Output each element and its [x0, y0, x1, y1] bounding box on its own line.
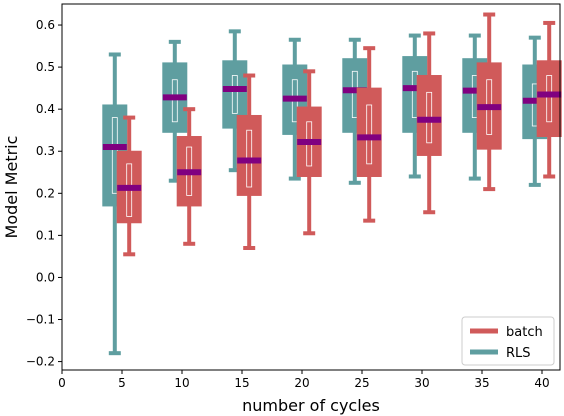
box-batch-40	[536, 20, 562, 179]
y-axis-ticks: −0.2 −0.1 0.0 0.1 0.2 0.3 0.4 0.5 0.6	[26, 18, 62, 369]
y-tick-label: −0.1	[26, 313, 55, 327]
box-groups	[102, 12, 562, 356]
x-tick-label: 40	[534, 376, 549, 390]
y-tick-label: −0.2	[26, 355, 55, 369]
plot-frame	[61, 3, 561, 371]
box-body	[536, 60, 562, 138]
box-notch	[231, 75, 238, 114]
box-batch-30	[416, 31, 442, 215]
x-tick-label: 30	[414, 376, 429, 390]
x-axis-ticks: 0 5 10 15 20 25 30 35 40	[58, 370, 550, 390]
box-batch-10	[176, 107, 202, 246]
box-body	[356, 87, 382, 177]
box-batch-20	[296, 69, 322, 236]
y-tick-label: 0.5	[36, 60, 55, 74]
box-batch-5	[116, 115, 142, 257]
y-tick-label: 0.0	[36, 270, 55, 284]
x-tick-label: 35	[474, 376, 489, 390]
box-notch	[546, 75, 553, 123]
box-rls-10	[162, 39, 188, 183]
x-axis-label: number of cycles	[242, 396, 380, 415]
y-tick-label: 0.6	[36, 18, 55, 32]
x-tick-label: 25	[354, 376, 369, 390]
box-batch-35	[476, 12, 502, 192]
y-tick-label: 0.2	[36, 186, 55, 200]
x-tick-label: 0	[58, 376, 66, 390]
x-tick-label: 20	[294, 376, 309, 390]
box-rls-20	[282, 37, 308, 181]
box-body	[416, 75, 442, 156]
box-notch	[171, 79, 178, 123]
x-tick-label: 10	[174, 376, 189, 390]
box-body	[236, 114, 262, 196]
y-tick-label: 0.4	[36, 102, 55, 116]
x-tick-label: 15	[234, 376, 249, 390]
legend-label-batch: batch	[506, 325, 543, 340]
x-tick-label: 5	[118, 376, 126, 390]
y-tick-label: 0.1	[36, 228, 55, 242]
y-axis-label: Model Metric	[2, 136, 21, 239]
legend-label-rls: RLS	[506, 346, 531, 361]
box-batch-15	[236, 73, 262, 250]
box-batch-25	[356, 46, 382, 223]
legend: batch RLS	[461, 316, 555, 366]
y-tick-label: 0.3	[36, 144, 55, 158]
